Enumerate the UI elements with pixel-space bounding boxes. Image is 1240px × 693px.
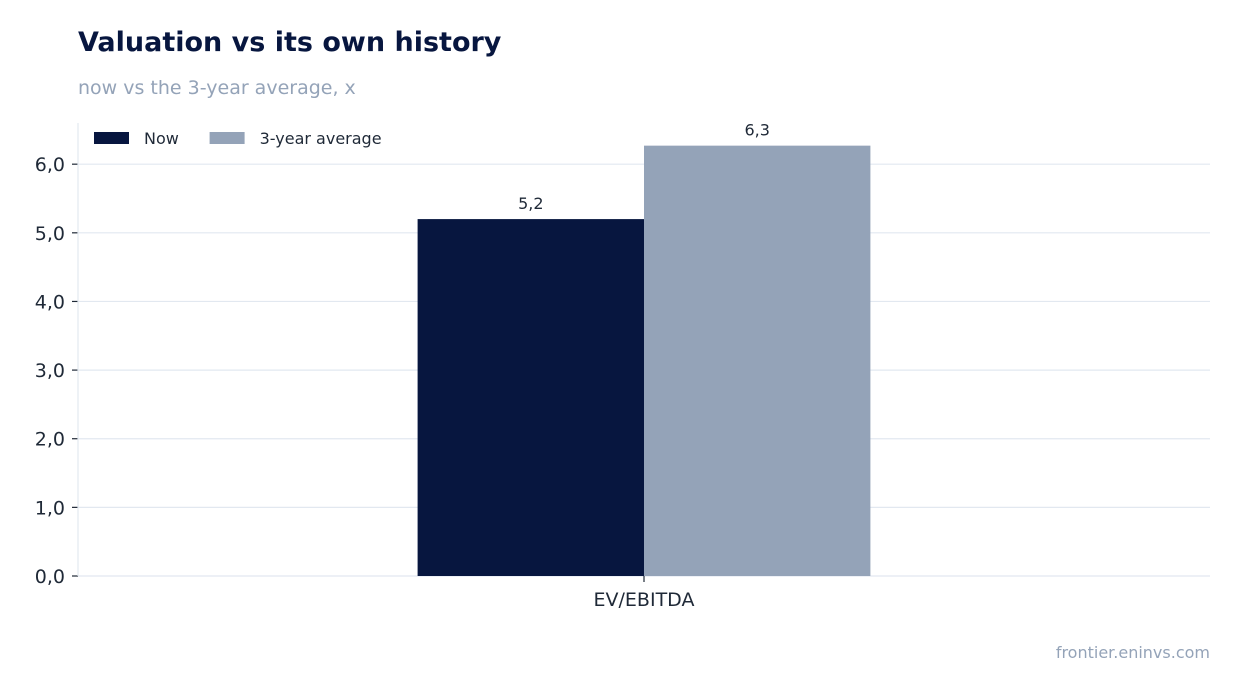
y-tick-label: 3,0 xyxy=(35,360,65,382)
legend-label: Now xyxy=(144,129,179,148)
y-tick-label: 2,0 xyxy=(35,429,65,451)
y-tick-label: 4,0 xyxy=(35,291,65,313)
legend-swatch xyxy=(94,132,129,144)
data-label: 6,3 xyxy=(744,121,769,140)
x-tick-label: EV/EBITDA xyxy=(594,589,695,611)
y-tick-label: 1,0 xyxy=(35,497,65,519)
bar-now xyxy=(417,219,644,576)
bar-3-year-average xyxy=(644,145,871,576)
y-tick-label: 0,0 xyxy=(35,566,65,588)
legend-swatch xyxy=(209,132,245,144)
chart-title: Valuation vs its own history xyxy=(78,27,502,58)
y-tick-label: 5,0 xyxy=(35,223,65,245)
legend-label: 3-year average xyxy=(260,129,382,148)
data-label: 5,2 xyxy=(518,194,543,213)
chart-subtitle: now vs the 3-year average, x xyxy=(78,77,356,99)
y-tick-label: 6,0 xyxy=(35,154,65,176)
source-credit: frontier.eninvs.com xyxy=(1055,643,1210,662)
